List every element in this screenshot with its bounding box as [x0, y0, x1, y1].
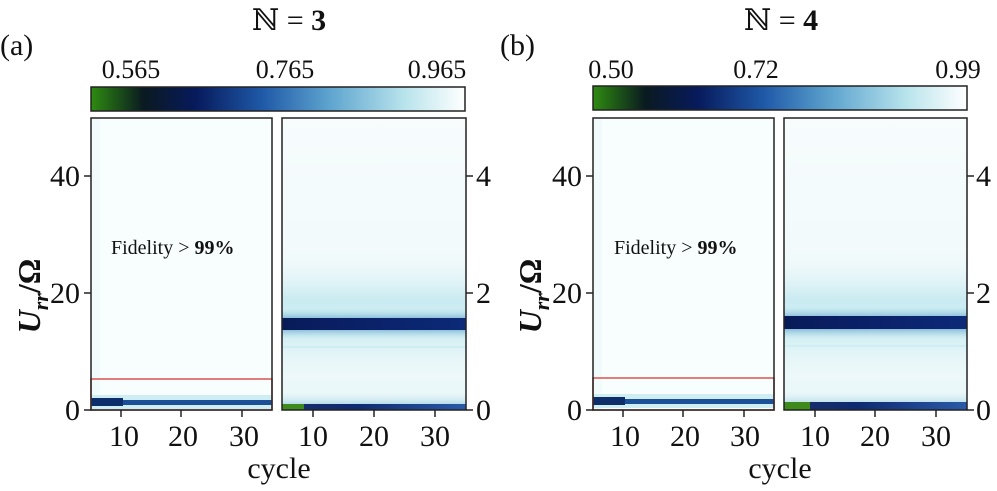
title-value: 4: [803, 4, 818, 37]
left-dark-band-start: [593, 397, 625, 405]
fidelity-value: 99%: [195, 237, 235, 259]
right-low-region: [784, 402, 810, 410]
left-x-tick-label-30: 30: [229, 420, 259, 453]
x-ticks: [622, 410, 937, 417]
colorbar-tick-mid: 0.72: [733, 55, 779, 84]
left-y-ticks: [586, 175, 593, 411]
y-axis-label: Urr/Ω: [11, 259, 53, 334]
right-x-tick-label-30: 30: [921, 420, 951, 453]
left-y-ticks: [84, 175, 91, 411]
x-ticks: [120, 410, 436, 417]
colorbar-tick-mid: 0.765: [256, 55, 315, 84]
left-x-tick-label-10: 10: [109, 420, 139, 453]
colorbar-tick-low: 0.50: [588, 55, 634, 84]
left-y-tick-label-20: 20: [552, 277, 582, 310]
panel-a: (a) ℕ = 3 0.565 0.765 0.965 Urr/Ω Fideli…: [0, 4, 491, 485]
right-y-tick-label-4: 4: [476, 160, 491, 193]
right-bottom-band: [282, 404, 466, 410]
colorbar-tick-low: 0.565: [102, 55, 161, 84]
title-equals: =: [771, 4, 803, 37]
right-y-ticks: [466, 175, 473, 411]
colorbar-tick-high: 0.99: [935, 55, 981, 84]
left-heatmap-wash: [602, 118, 774, 410]
right-y-tick-label-4: 4: [976, 160, 991, 193]
ylabel-sub: rr: [28, 293, 53, 311]
left-dark-band: [593, 399, 774, 404]
title-symbol: ℕ: [252, 4, 279, 37]
ylabel-tail: /Ω: [11, 259, 47, 295]
left-heatmap-wash: [100, 118, 272, 410]
colorbar: [90, 86, 466, 112]
ylabel-main: U: [512, 308, 548, 333]
right-x-tick-label-20: 20: [860, 420, 890, 453]
fidelity-annotation: Fidelity > 99%: [614, 237, 738, 259]
panel-label: (a): [0, 29, 33, 62]
left-y-tick-label-20: 20: [50, 277, 80, 310]
y-axis-label: Urr/Ω: [512, 259, 554, 334]
right-low-region: [282, 404, 304, 410]
right-y-tick-label-0: 0: [976, 394, 991, 427]
right-x-tick-label-10: 10: [800, 420, 830, 453]
ylabel-sub: rr: [529, 293, 554, 311]
ylabel-main: U: [11, 308, 47, 333]
fidelity-text: Fidelity >: [614, 237, 698, 259]
right-x-tick-label-10: 10: [298, 420, 328, 453]
right-bottom-band: [784, 402, 967, 410]
title-symbol: ℕ: [744, 4, 771, 37]
left-x-tick-label-30: 30: [730, 420, 760, 453]
left-y-tick-label-0: 0: [567, 394, 582, 427]
x-axis-label: cycle: [748, 452, 811, 485]
fidelity-value: 99%: [698, 237, 738, 259]
left-x-tick-label-20: 20: [168, 420, 198, 453]
right-y-tick-label-2: 2: [976, 277, 991, 310]
left-x-tick-label-20: 20: [670, 420, 700, 453]
right-y-tick-label-0: 0: [476, 394, 491, 427]
x-axis-label: cycle: [247, 452, 310, 485]
fidelity-annotation: Fidelity > 99%: [111, 237, 235, 259]
fidelity-text: Fidelity >: [111, 237, 195, 259]
colorbar-tick-high: 0.965: [408, 55, 467, 84]
right-dark-band: [282, 318, 466, 330]
left-dark-band: [91, 400, 272, 405]
left-dark-band-start: [91, 398, 123, 406]
left-y-tick-label-40: 40: [552, 160, 582, 193]
right-dark-band: [784, 316, 967, 329]
right-x-tick-label-20: 20: [359, 420, 389, 453]
panel-b: (b) ℕ = 4 0.50 0.72 0.99 Urr/Ω Fidelity …: [500, 4, 991, 485]
colorbar: [592, 85, 968, 111]
panel-label: (b): [500, 29, 535, 62]
panel-title: ℕ = 3: [252, 4, 326, 37]
right-y-tick-label-2: 2: [476, 277, 491, 310]
right-y-ticks: [967, 175, 974, 411]
title-value: 3: [311, 4, 326, 37]
title-equals: =: [279, 4, 311, 37]
left-x-tick-label-10: 10: [610, 420, 640, 453]
panel-title: ℕ = 4: [744, 4, 818, 37]
left-y-tick-label-0: 0: [65, 394, 80, 427]
right-x-tick-label-30: 30: [420, 420, 450, 453]
ylabel-tail: /Ω: [512, 259, 548, 295]
left-y-tick-label-40: 40: [50, 160, 80, 193]
